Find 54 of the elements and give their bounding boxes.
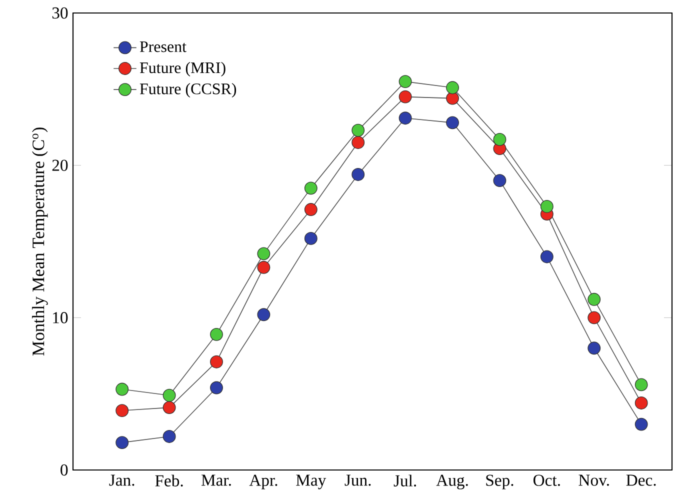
legend-label: Present	[140, 41, 186, 52]
point	[162, 401, 176, 414]
point	[210, 355, 223, 368]
point	[257, 247, 270, 260]
point	[398, 75, 412, 88]
point	[352, 136, 365, 149]
point	[446, 116, 459, 130]
point	[588, 311, 601, 324]
point	[446, 81, 459, 94]
point	[257, 308, 270, 322]
point	[116, 404, 129, 418]
y-axis-title: Monthly Mean Temperature (C$^{o}$)	[32, 128, 48, 356]
point	[634, 418, 648, 431]
x-tick-label: Mar.	[201, 474, 231, 486]
point	[162, 430, 176, 443]
point	[116, 436, 129, 450]
y-tick-label: 10	[53, 312, 68, 324]
point	[398, 90, 412, 104]
x-tick-label: Jul.	[394, 474, 416, 487]
point	[210, 381, 223, 394]
point	[352, 168, 365, 181]
point	[398, 112, 412, 125]
point	[634, 396, 648, 410]
point	[304, 232, 318, 245]
x-tick-label: Aug.	[436, 474, 468, 490]
x-tick-label: Sep.	[486, 474, 514, 490]
x-tick-label: May	[296, 474, 326, 490]
x-tick-label: Oct.	[533, 474, 560, 486]
y-tick-label: 0	[60, 464, 68, 476]
point	[588, 292, 601, 306]
point	[352, 124, 365, 137]
point	[257, 260, 270, 274]
point	[116, 382, 129, 396]
point	[493, 174, 506, 188]
x-tick-label: Jan.	[109, 474, 134, 486]
point	[493, 132, 506, 146]
point	[634, 378, 648, 392]
x-tick-label: Jun.	[344, 474, 371, 486]
point	[540, 200, 554, 213]
point	[540, 250, 554, 264]
x-tick-label: Feb.	[155, 474, 183, 487]
x-tick-label: Apr.	[249, 474, 278, 490]
point	[588, 342, 601, 355]
x-tick-label: Dec.	[626, 474, 656, 486]
y-tick-label: 20	[52, 160, 68, 171]
point	[304, 203, 318, 216]
x-tick-label: Nov.	[578, 474, 609, 486]
point	[446, 92, 459, 105]
point	[304, 182, 318, 195]
y-tick-label: 30	[52, 7, 68, 19]
legend-label: Future (CCSR)	[140, 83, 236, 98]
point	[162, 388, 176, 402]
point	[210, 328, 223, 341]
legend-label: Future (MRI)	[140, 62, 226, 76]
